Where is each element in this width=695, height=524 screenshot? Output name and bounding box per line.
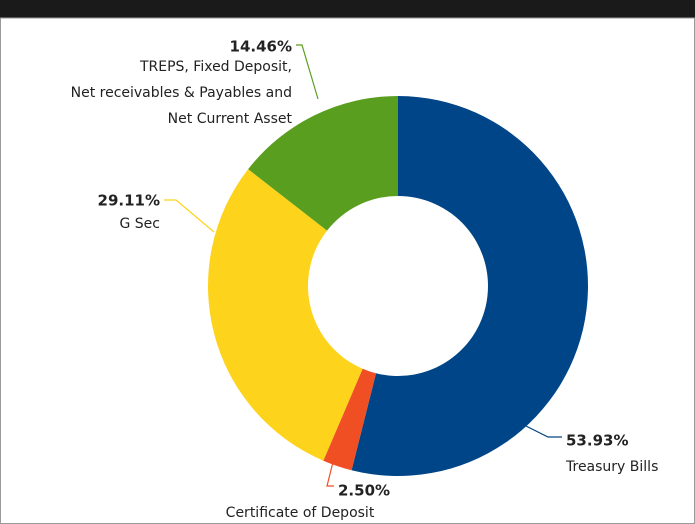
donut-slice [208, 169, 363, 461]
category-label-line: G Sec [120, 216, 161, 232]
category-label-line: TREPS, Fixed Deposit, [139, 59, 292, 75]
category-label: G Sec [120, 216, 161, 232]
leader-line [164, 199, 215, 233]
donut-slice [351, 96, 589, 477]
value-label: 14.46% [230, 38, 292, 56]
category-label-line: Certificate of Deposit [226, 505, 375, 521]
category-label-line: Net receivables & Payables and [71, 85, 292, 101]
leader-line [521, 423, 562, 438]
donut-slice [248, 96, 398, 231]
category-label: Certificate of Deposit [226, 505, 375, 521]
leader-line [296, 44, 319, 100]
value-label: 53.93% [566, 432, 628, 450]
header-bar [0, 0, 695, 18]
value-label: 29.11% [98, 192, 160, 210]
value-label: 2.50% [338, 482, 390, 500]
donut-slice [323, 368, 377, 471]
category-label-line: Treasury Bills [565, 459, 658, 475]
category-label: Treasury Bills [565, 459, 658, 475]
category-label: TREPS, Fixed Deposit, Net receivables & P… [71, 59, 293, 127]
category-label-line: Net Current Asset [168, 111, 293, 127]
leader-line [326, 457, 335, 487]
